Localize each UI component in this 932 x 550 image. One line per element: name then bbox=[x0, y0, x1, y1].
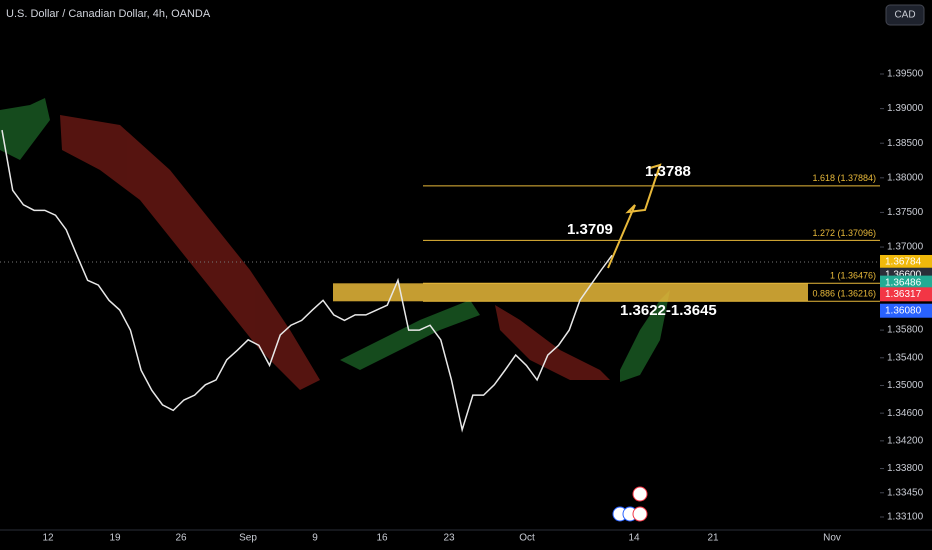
fib-label: 0.886 (1.36216) bbox=[812, 289, 876, 299]
y-tick-label: 1.35800 bbox=[887, 325, 924, 336]
x-tick-label: 12 bbox=[42, 533, 54, 544]
price-tag-label: 1.36317 bbox=[885, 289, 922, 300]
y-tick-label: 1.38500 bbox=[887, 138, 924, 149]
fib-label: 1.618 (1.37884) bbox=[812, 173, 876, 183]
event-icons bbox=[612, 486, 648, 522]
annotation: 1.3709 bbox=[567, 221, 613, 238]
x-tick-label: Sep bbox=[239, 533, 257, 544]
currency-button-label[interactable]: CAD bbox=[894, 10, 915, 21]
cloud-bullish bbox=[0, 98, 50, 160]
price-line bbox=[1, 129, 613, 433]
cloud-bearish bbox=[60, 115, 320, 390]
x-tick-label: 26 bbox=[175, 533, 187, 544]
projection-arrow bbox=[607, 163, 662, 269]
x-tick-label: 21 bbox=[707, 533, 719, 544]
y-tick-label: 1.33450 bbox=[887, 487, 924, 498]
cloud-bullish bbox=[340, 300, 480, 370]
y-tick-label: 1.33800 bbox=[887, 463, 924, 474]
x-tick-label: Oct bbox=[519, 533, 535, 544]
price-tag bbox=[880, 287, 932, 302]
x-tick-label: Nov bbox=[823, 533, 841, 544]
y-tick-label: 1.39500 bbox=[887, 69, 924, 80]
ichimoku-cloud bbox=[0, 98, 670, 390]
fib-label: 1 (1.36476) bbox=[830, 271, 876, 281]
x-tick-label: 23 bbox=[443, 533, 455, 544]
y-tick-label: 1.38000 bbox=[887, 172, 924, 183]
y-tick-label: 1.34200 bbox=[887, 435, 924, 446]
y-tick-label: 1.35000 bbox=[887, 380, 924, 391]
x-tick-label: 9 bbox=[312, 533, 318, 544]
annotation: 1.3622-1.3645 bbox=[620, 302, 717, 319]
chart-title: U.S. Dollar / Canadian Dollar, 4h, OANDA bbox=[6, 8, 211, 20]
price-tag bbox=[880, 303, 932, 318]
cloud-bullish bbox=[620, 290, 670, 382]
currency-button[interactable] bbox=[885, 4, 925, 26]
supply-zone bbox=[333, 283, 808, 302]
price-tag-label: 1.36080 bbox=[885, 305, 922, 316]
price-tag-label: 1.36486 bbox=[885, 277, 922, 288]
cloud-bearish bbox=[495, 305, 610, 380]
x-tick-label: 16 bbox=[376, 533, 388, 544]
price-tag-label: 1.36784 bbox=[885, 257, 922, 268]
event-icon bbox=[632, 506, 648, 522]
y-tick-label: 1.39000 bbox=[887, 103, 924, 114]
price-tag bbox=[880, 254, 932, 269]
y-tick-label: 1.33100 bbox=[887, 512, 924, 523]
price-tag-label: 1.36600 bbox=[885, 269, 922, 280]
price-tag bbox=[880, 275, 932, 290]
x-tick-label: 14 bbox=[628, 533, 640, 544]
y-tick-label: 1.34600 bbox=[887, 408, 924, 419]
x-tick-label: 19 bbox=[109, 533, 121, 544]
y-tick-label: 1.37500 bbox=[887, 207, 924, 218]
y-tick-label: 1.37000 bbox=[887, 242, 924, 253]
y-tick-label: 1.35400 bbox=[887, 352, 924, 363]
fib-label: 1.272 (1.37096) bbox=[812, 228, 876, 238]
event-icon bbox=[632, 486, 648, 502]
annotation: 1.3788 bbox=[645, 163, 691, 180]
